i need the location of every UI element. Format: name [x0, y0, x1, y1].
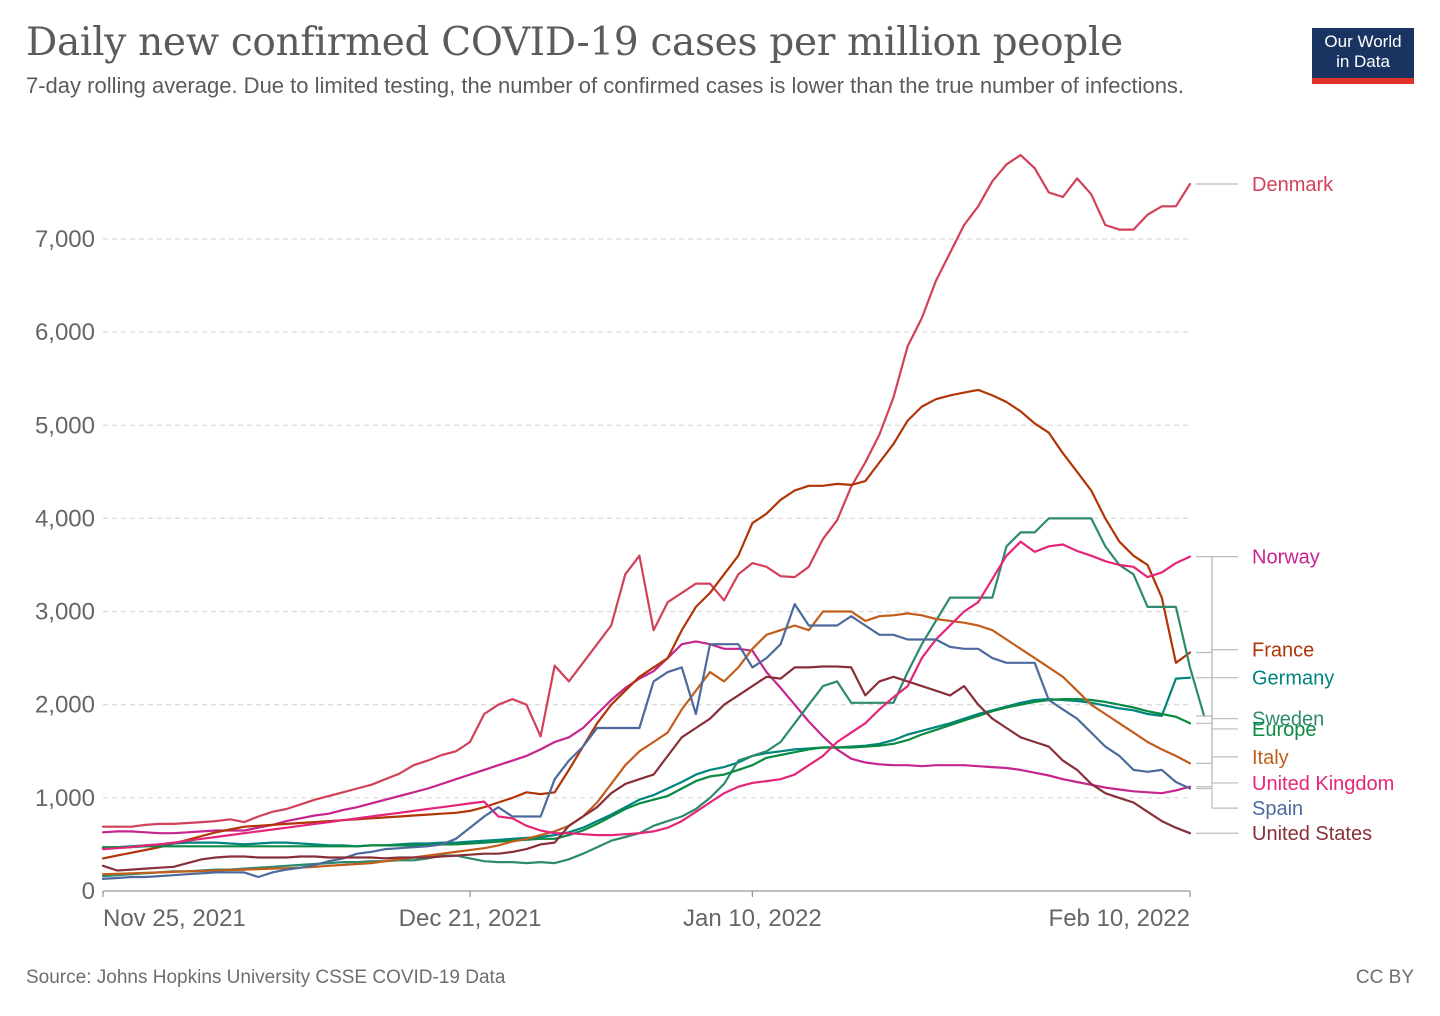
series-line-united-states[interactable]: [101, 665, 1192, 872]
series-line-italy[interactable]: [101, 610, 1192, 876]
series-label-italy[interactable]: Italy: [1252, 747, 1289, 769]
y-tick-label: 5,000: [35, 412, 95, 439]
series-lines: [101, 154, 1206, 881]
series-line-france[interactable]: [101, 388, 1192, 860]
series-label-spain[interactable]: Spain: [1252, 798, 1303, 820]
license-note[interactable]: CC BY: [1355, 967, 1414, 988]
series-line-europe[interactable]: [101, 697, 1192, 849]
y-tick-label: 0: [82, 878, 95, 905]
y-axis: 0 1,000 2,000 3,000 4,000 5,000 6,000 7,000: [35, 226, 95, 905]
y-tick-label: 3,000: [35, 599, 95, 626]
line-chart: 0 1,000 2,000 3,000 4,000 5,000 6,000 7,000 Nov…: [35, 154, 1394, 932]
x-tick-label: Nov 25, 2021: [103, 905, 246, 932]
source-note[interactable]: Source: Johns Hopkins University CSSE CO…: [26, 967, 506, 988]
series-label-france[interactable]: France: [1252, 640, 1314, 662]
label-connector: [1196, 649, 1238, 654]
y-tick-label: 6,000: [35, 319, 95, 346]
label-connector: [1196, 715, 1238, 720]
series-label-germany[interactable]: Germany: [1252, 668, 1334, 690]
series-label-united-kingdom[interactable]: United Kingdom: [1252, 773, 1394, 795]
y-tick-label: 2,000: [35, 692, 95, 719]
label-connector: [1196, 722, 1238, 730]
y-tick-label: 1,000: [35, 785, 95, 812]
x-tick-label: Jan 10, 2022: [683, 905, 822, 932]
label-connector: [1196, 756, 1238, 764]
x-tick-label: Dec 21, 2021: [399, 905, 542, 932]
series-label-norway[interactable]: Norway: [1252, 547, 1320, 569]
logo-line-2: in Data: [1336, 52, 1390, 71]
x-axis: Nov 25, 2021 Dec 21, 2021 Jan 10, 2022 Feb …: [102, 890, 1191, 932]
logo-line-1: Our World: [1324, 32, 1402, 51]
series-label-sweden[interactable]: Sweden: [1252, 709, 1324, 731]
y-tick-label: 7,000: [35, 226, 95, 253]
series-line-united-kingdom[interactable]: [101, 540, 1192, 851]
owid-logo[interactable]: Our World in Data: [1312, 28, 1414, 84]
chart-title: Daily new confirmed COVID-19 cases per m…: [26, 20, 1123, 65]
x-tick-label: Feb 10, 2022: [1049, 905, 1190, 932]
series-label-united-states[interactable]: United States: [1252, 823, 1372, 845]
series-label-denmark[interactable]: Denmark: [1252, 174, 1334, 196]
series-line-denmark[interactable]: [101, 154, 1192, 828]
label-connector: [1196, 555, 1238, 784]
y-tick-label: 4,000: [35, 505, 95, 532]
chart-subtitle: 7-day rolling average. Due to limited te…: [26, 73, 1185, 98]
series-label-europe[interactable]: Europe: [1252, 719, 1317, 741]
label-connector: [1196, 787, 1238, 809]
label-connector: [1196, 555, 1238, 788]
logo-accent-bar: [1312, 78, 1414, 84]
series-line-spain[interactable]: [101, 602, 1192, 881]
series-line-sweden[interactable]: [101, 517, 1206, 878]
chart-grid: [103, 238, 1190, 799]
series-line-norway[interactable]: [101, 640, 1192, 835]
